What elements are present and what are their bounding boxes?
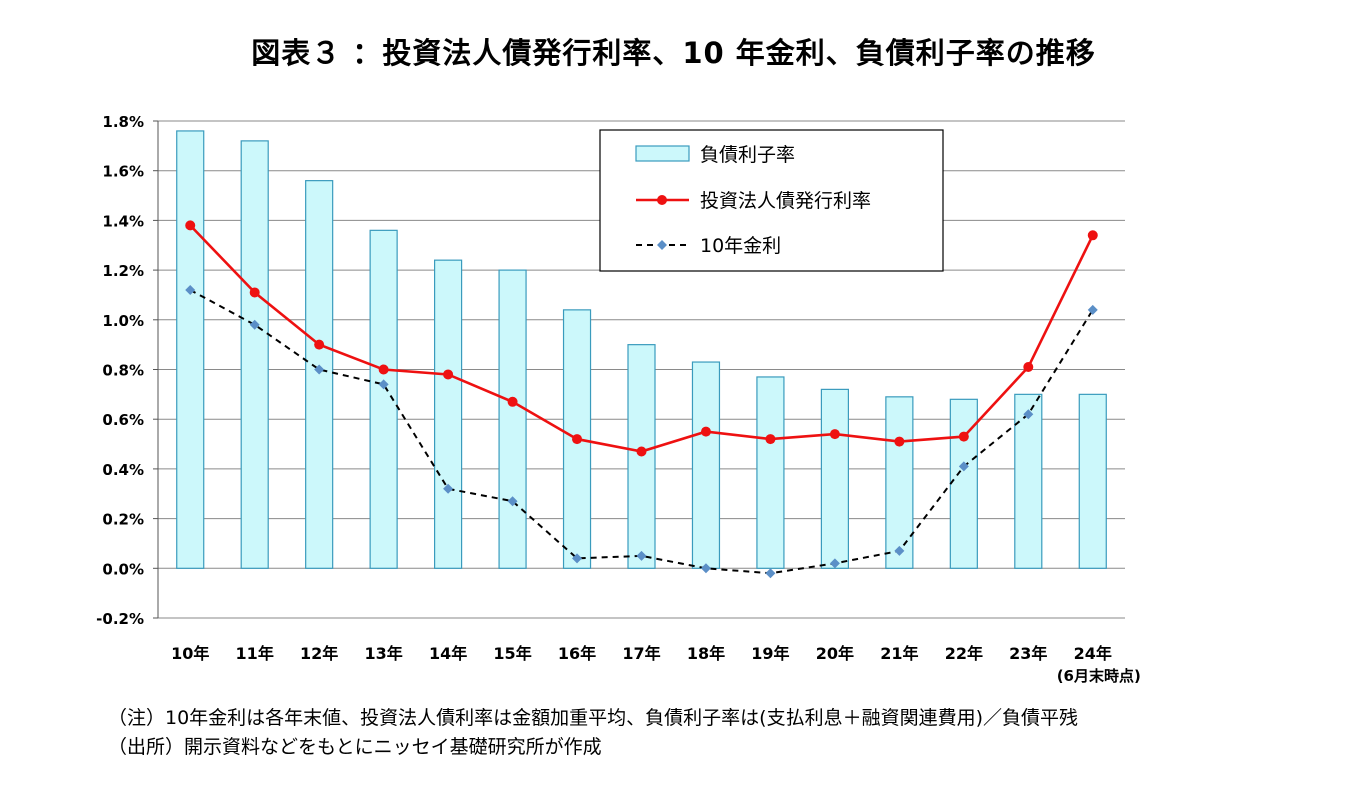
bond-rate-point — [700, 426, 711, 437]
10y-yield-point — [829, 558, 840, 569]
bar — [176, 130, 205, 569]
x-tick-label: 20年 — [816, 644, 854, 663]
note-line: （注）10年金利は各年末値、投資法人債利率は金額加重平均、負債利子率は(支払利息… — [108, 707, 1079, 729]
bond-rate-point — [314, 339, 325, 350]
legend-label: 投資法人債発行利率 — [700, 190, 871, 212]
10y-yield-point — [443, 483, 454, 494]
x-tick-label: 17年 — [622, 644, 660, 663]
y-tick-label: 1.8% — [102, 113, 144, 131]
bond-rate-point — [636, 446, 647, 457]
y-tick-label: 1.2% — [102, 262, 144, 280]
x-tick-label: 21年 — [880, 644, 918, 663]
bond-rate-point — [572, 434, 583, 445]
bar — [1078, 393, 1107, 569]
chart: 1.8% 1.6% 1.4% 1.2% 1.0% 0.8% 0.6% 0.4% 0.2% 0.0%… — [96, 113, 1141, 685]
x-tick-label: 18年 — [687, 644, 725, 663]
bar — [885, 396, 914, 569]
bar — [756, 376, 785, 569]
x-tick-label: 13年 — [364, 644, 402, 663]
source-line: （出所）開示資料などをもとにニッセイ基礎研究所が作成 — [108, 736, 602, 758]
x-tick-label: 23年 — [1009, 644, 1047, 663]
bar — [434, 259, 463, 569]
x-tick-label: 12年 — [300, 644, 338, 663]
y-tick-label: -0.2% — [96, 610, 144, 628]
x-tick-label: 11年 — [236, 644, 274, 663]
x-tick-label: 24年 — [1074, 644, 1112, 663]
10y-yield-point — [1087, 304, 1098, 315]
bar — [1014, 393, 1043, 569]
bond-rate-point — [829, 429, 840, 440]
y-tick-label: 0.6% — [102, 411, 144, 429]
bond-rate-point — [378, 364, 389, 375]
x-tick-label: 10年 — [171, 644, 209, 663]
x-tick-label: 15年 — [493, 644, 531, 663]
legend-swatch-bar — [635, 145, 690, 162]
10y-yield-point — [894, 545, 905, 556]
y-tick-label: 0.0% — [102, 560, 144, 578]
10y-yield-point — [958, 461, 969, 472]
bond-rate-point — [507, 396, 518, 407]
10y-yield-point — [700, 563, 711, 574]
x-tick-label: 19年 — [751, 644, 789, 663]
10y-yield-point — [507, 496, 518, 507]
y-tick-label: 1.0% — [102, 312, 144, 330]
bond-rate-point — [894, 436, 905, 447]
10y-yield-point — [185, 284, 196, 295]
chart-title: 図表３ ：投資法人債発行利率、10 年金利、負債利子率の推移 — [251, 36, 1096, 70]
bond-rate-point — [1023, 362, 1034, 373]
legend-label: 負債利子率 — [700, 144, 795, 166]
10y-yield-point — [1023, 409, 1034, 420]
legend-label: 10年金利 — [700, 235, 781, 257]
bar — [240, 140, 269, 569]
10y-yield-point — [636, 550, 647, 561]
bond-rate-point — [765, 434, 776, 445]
line-layer — [185, 220, 1098, 579]
x-tick-label: 22年 — [945, 644, 983, 663]
y-tick-label: 0.8% — [102, 362, 144, 380]
10y-yield-point — [378, 379, 389, 390]
x-tick-sublabel: (6月末時点) — [1057, 667, 1141, 685]
bar — [820, 388, 850, 569]
bond-rate-point — [958, 431, 969, 442]
legend-swatch-marker — [657, 195, 667, 205]
bond-rate-point — [249, 287, 260, 298]
bar — [498, 269, 527, 569]
y-tick-label: 1.6% — [102, 163, 144, 181]
y-tick-label: 0.2% — [102, 511, 144, 529]
bond-rate-point — [1087, 230, 1098, 241]
bond-rate-point — [443, 369, 454, 380]
x-tick-label: 16年 — [558, 644, 596, 663]
10y-yield-point — [314, 364, 325, 375]
10y-yield-point — [765, 568, 776, 579]
x-tick-label: 14年 — [429, 644, 467, 663]
y-tick-label: 0.4% — [102, 461, 144, 479]
y-tick-label: 1.4% — [102, 212, 144, 230]
axis-layer: 1.8% 1.6% 1.4% 1.2% 1.0% 0.8% 0.6% 0.4% 0.2% 0.0%… — [96, 113, 1141, 685]
bond-rate-point — [185, 220, 196, 231]
bar-layer — [176, 130, 1107, 569]
bar — [691, 361, 721, 569]
10y-yield-point — [249, 319, 260, 330]
10y-yield-point — [572, 553, 583, 564]
legend-swatch-diamond — [657, 240, 667, 250]
